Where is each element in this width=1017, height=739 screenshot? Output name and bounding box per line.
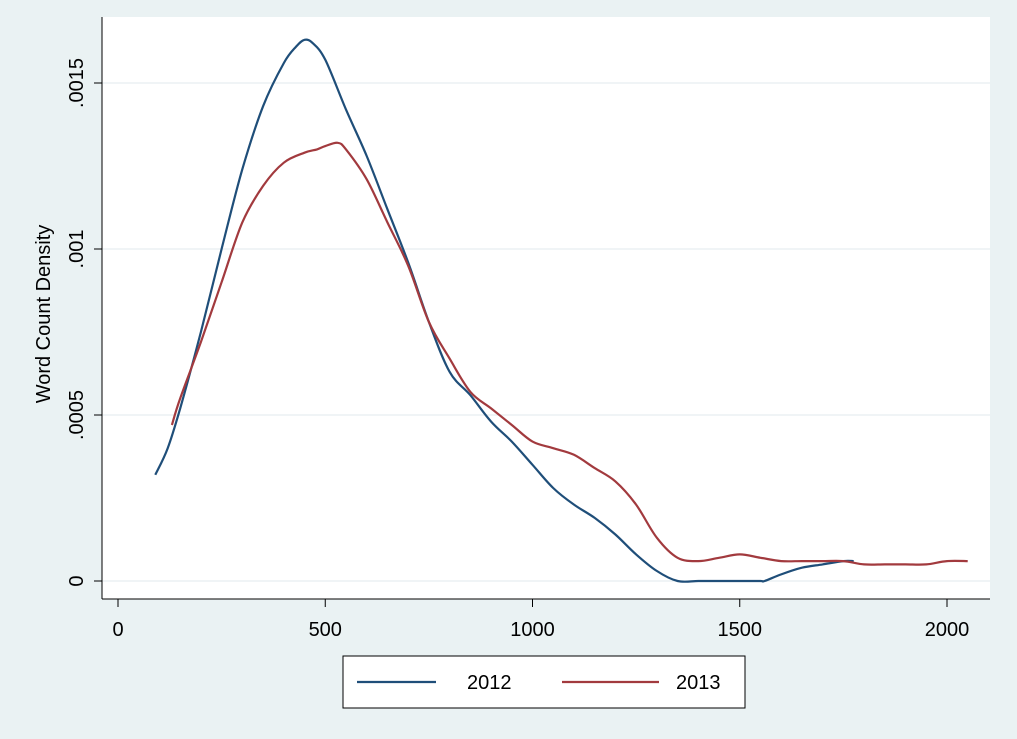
axes	[101, 17, 990, 600]
y-tick-label-2: .001	[66, 230, 88, 269]
x-tick-label-2: 1000	[510, 619, 555, 641]
x-tick-label-3: 1500	[718, 619, 763, 641]
x-axis-ticks: 0 500 1000 1500 2000	[112, 599, 969, 641]
gridlines	[102, 82, 990, 582]
series-line-2013	[170, 141, 968, 566]
series-lines	[154, 38, 968, 583]
legend: 2012 2013	[357, 672, 721, 694]
y-tick-label-1: .0005	[66, 390, 88, 440]
y-axis-title: Word Count Density	[33, 225, 55, 404]
legend-label-2013: 2013	[676, 672, 721, 694]
x-tick-label-4: 2000	[925, 619, 970, 641]
plot-area	[102, 17, 990, 599]
x-tick-label-1: 500	[309, 619, 342, 641]
y-tick-label-3: .0015	[66, 58, 88, 108]
x-tick-label-0: 0	[112, 619, 123, 641]
y-tick-label-0: 0	[66, 575, 88, 586]
legend-label-2012: 2012	[467, 672, 512, 694]
y-axis-ticks: 0 .0005 .001 .0015	[66, 58, 102, 587]
series-line-2012	[154, 38, 854, 583]
